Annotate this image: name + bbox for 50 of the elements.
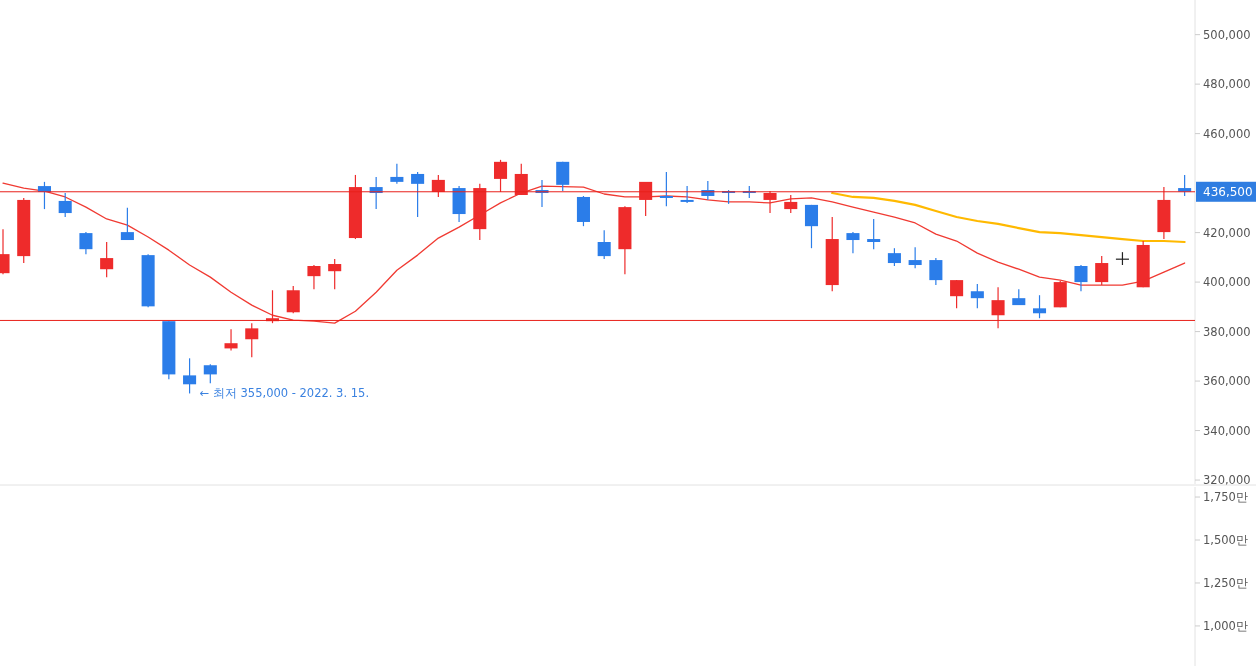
candlestick [659, 171, 673, 207]
candlestick [100, 241, 114, 278]
y-tick-label: 360,000 [1203, 374, 1251, 389]
y-tick-label: 320,000 [1203, 473, 1251, 488]
candlestick [950, 279, 964, 309]
candlestick [763, 190, 777, 214]
y-tick-label: 1,000만 [1203, 618, 1248, 633]
annotation: ← 최저 355,000 - 2022. 3. 15. [199, 386, 370, 401]
y-tick-label: 420,000 [1203, 225, 1251, 240]
candlestick [120, 207, 134, 241]
candlestick [867, 218, 881, 250]
candlestick [431, 174, 445, 198]
candlestick [556, 161, 570, 192]
candlestick [639, 181, 653, 217]
candlestick [1032, 294, 1047, 319]
y-tick-label: 460,000 [1203, 126, 1251, 141]
candlestick [846, 231, 860, 254]
y-tick-label: 380,000 [1203, 324, 1251, 339]
candlestick [411, 171, 425, 218]
candlestick [307, 264, 321, 290]
candlestick [183, 357, 197, 395]
candlestick [991, 286, 1005, 329]
candlestick [203, 363, 217, 384]
candlestick [784, 194, 798, 214]
candlestick [929, 257, 943, 286]
y-tick-label: 500,000 [1203, 27, 1251, 42]
candlestick [79, 231, 93, 255]
candlestick [286, 285, 300, 314]
candlestick [680, 185, 694, 204]
candlestick [224, 328, 238, 351]
candlestick [597, 229, 611, 260]
candlestick [908, 246, 922, 269]
candlestick [328, 258, 342, 290]
y-tick-label: 340,000 [1203, 423, 1251, 438]
candlestick [390, 163, 404, 185]
y-tick-label: 1,750만 [1203, 490, 1248, 505]
ref-line-label: 436,500 [1203, 184, 1253, 199]
y-tick-label: 480,000 [1203, 77, 1251, 92]
y-tick-label: 1,250만 [1203, 575, 1248, 590]
y-tick-label: 400,000 [1203, 275, 1251, 290]
candlestick [970, 283, 984, 309]
y-tick-label: 1,500만 [1203, 533, 1248, 547]
candlestick [1095, 255, 1109, 286]
candlestick [1074, 264, 1088, 292]
line-series [831, 191, 1186, 244]
candlestick [245, 322, 259, 358]
candlestick [58, 192, 72, 218]
candlestick [514, 163, 528, 196]
candlestick [494, 159, 508, 193]
candlestick [804, 204, 819, 249]
